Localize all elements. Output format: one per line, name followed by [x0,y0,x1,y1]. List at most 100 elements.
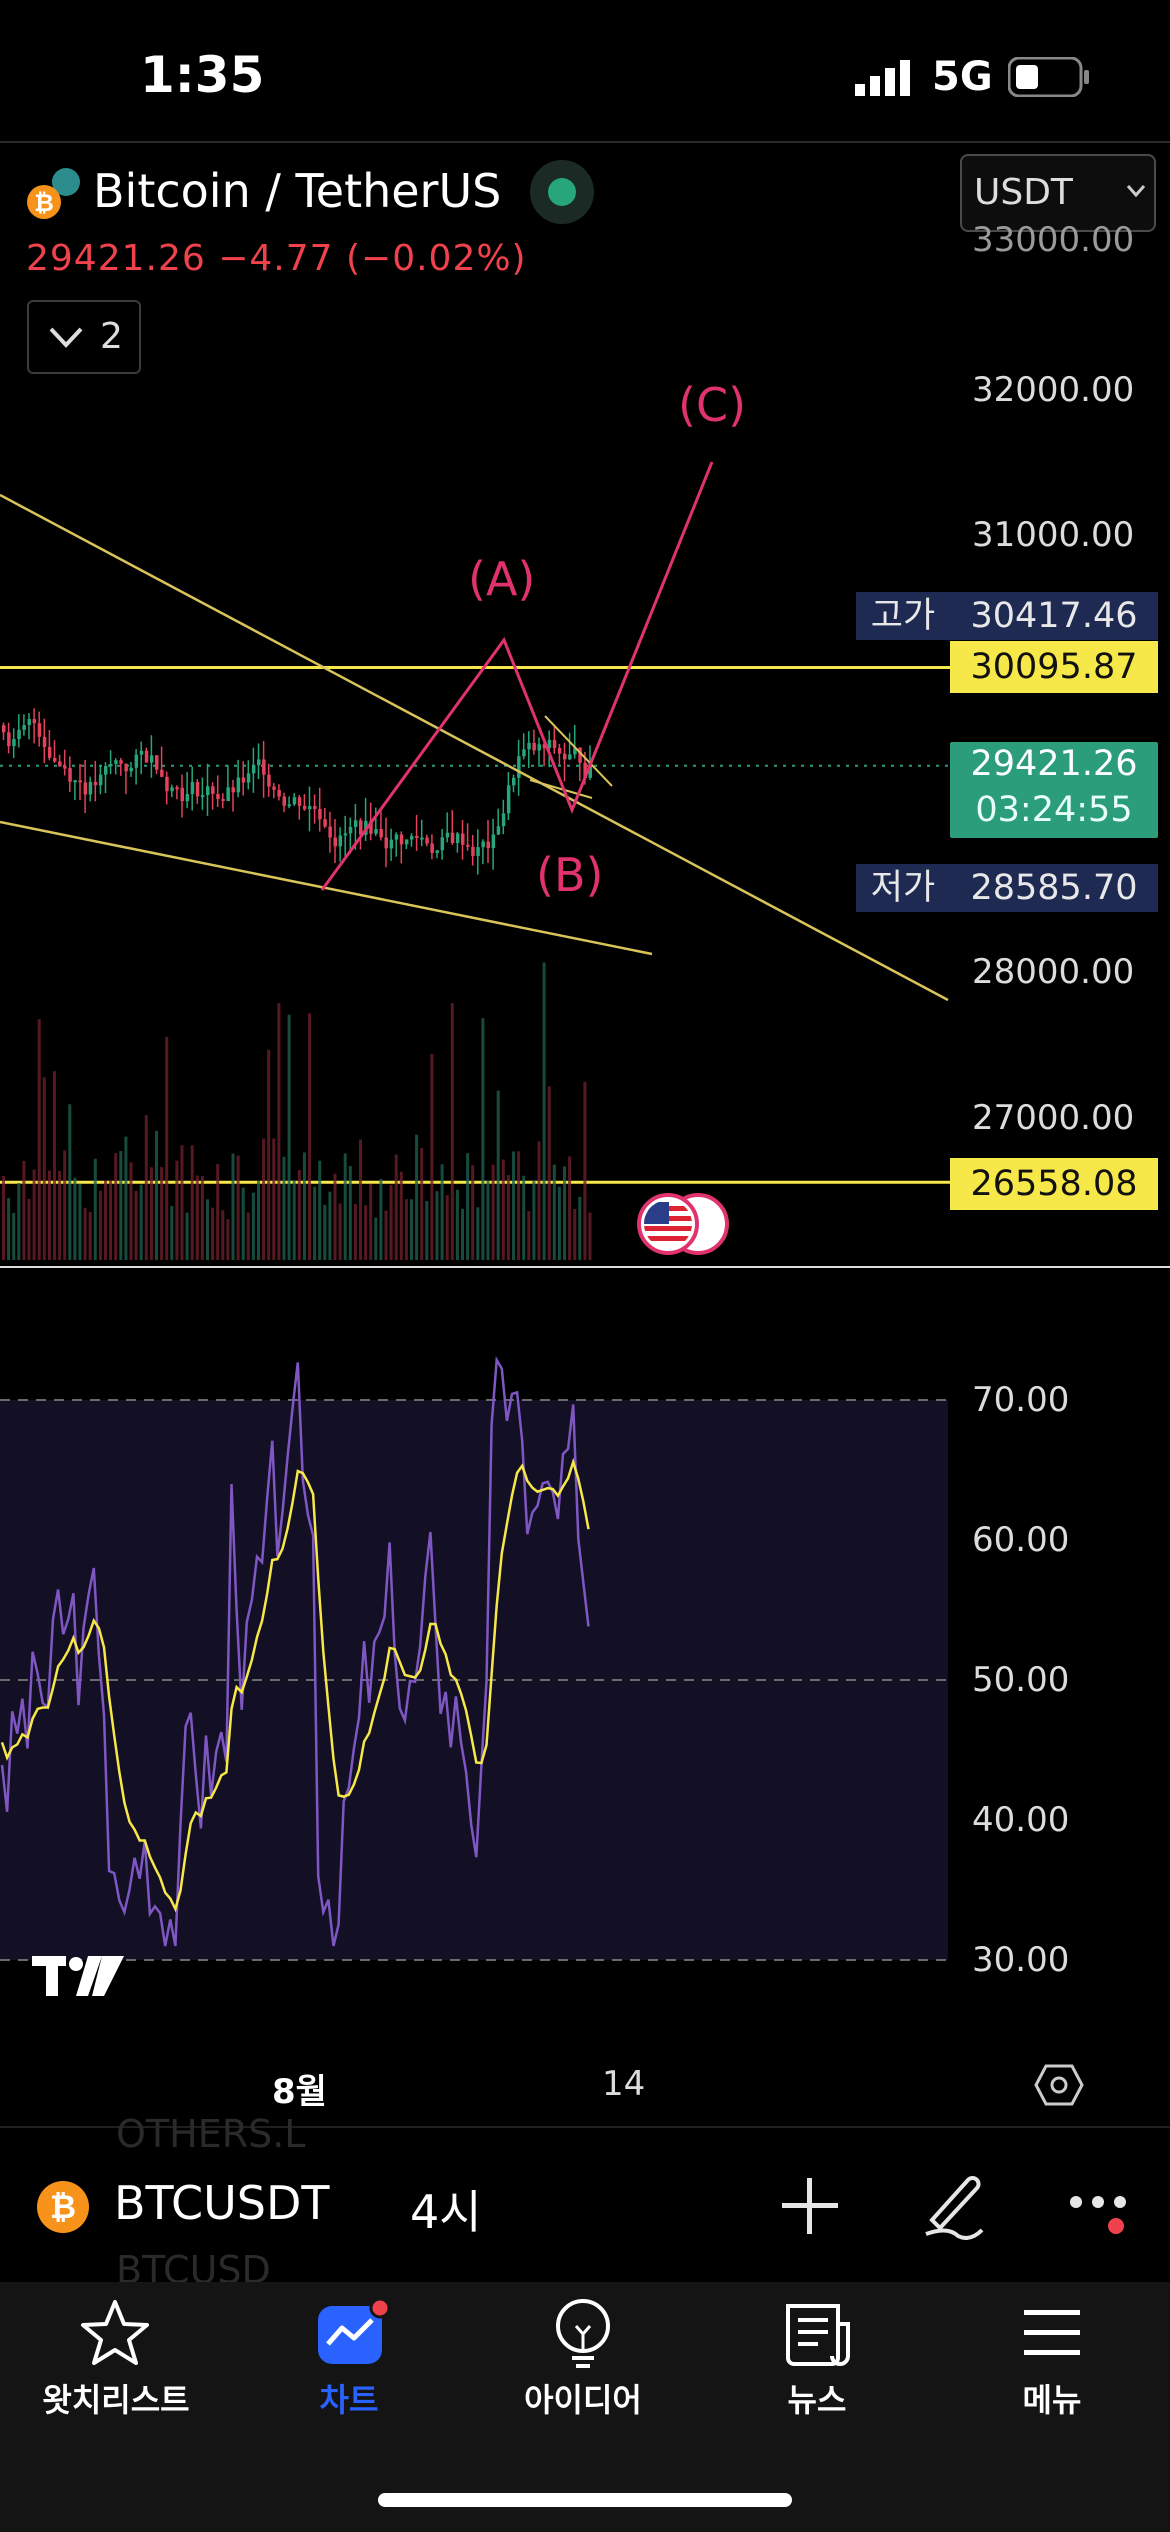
candle-body [129,767,133,772]
news-icon[interactable] [782,2300,854,2368]
tab-news[interactable]: 뉴스 [787,2381,847,2419]
horizontal-level-tag[interactable]: 26558.08 [950,1158,1158,1210]
candle-body [170,787,174,792]
symbol-search-button[interactable]: BTCUSDT [114,2176,330,2230]
candle-body [399,834,404,845]
volume-bar [318,1160,322,1260]
volume-bar [573,1209,577,1260]
candle-body [328,826,332,838]
tab-menu[interactable]: 메뉴 [1022,2381,1082,2419]
volume-bar [588,1212,592,1260]
candle-body [53,757,57,762]
candle-body [552,739,557,748]
horizontal-level-tag[interactable]: 30095.87 [950,641,1158,693]
more-icon[interactable] [1066,2186,1136,2236]
candle-body [109,763,113,767]
tab-chart[interactable]: 차트 [319,2381,379,2419]
candle-body [287,804,292,807]
volume-bar [522,1175,526,1260]
volume-bar [410,1199,413,1260]
candle-body [257,759,261,766]
market-status-icon[interactable] [528,158,596,226]
rsi-axis-label: 60.00 [972,1520,1070,1560]
candle-body [420,837,424,840]
volume-bar [552,1164,556,1260]
candle-body [32,719,37,724]
candle-body [430,843,434,853]
interval-button[interactable]: 4시 [410,2185,482,2239]
volume-bar [37,1019,41,1260]
currency-select[interactable] [960,154,1156,232]
candle-body [149,755,154,763]
status-time: 1:35 [140,46,265,104]
current-price: 29421.26 [970,744,1138,784]
volume-bar [32,1169,36,1260]
volume-bar [42,1077,46,1260]
candle-body [175,787,179,790]
volume-bar [53,1071,56,1260]
volume-bar [491,1164,495,1260]
volume-bar [384,1210,388,1260]
battery-icon [1008,57,1089,97]
pane-separator[interactable] [0,1266,1170,1268]
candle-body [404,839,409,845]
volume-bar [364,1205,368,1260]
candle-body [323,819,327,827]
volume-bar [547,1086,551,1260]
volume-bar [12,1212,16,1260]
tradingview-logo-icon [32,1956,124,1996]
volume-bar [129,1162,133,1260]
rsi-pane[interactable] [0,1340,1170,1980]
volume-bar [83,1207,87,1260]
tab-watchlist[interactable]: 왓치리스트 [42,2381,190,2419]
plus-icon[interactable] [780,2176,840,2236]
trend-line [0,820,653,956]
price-chart[interactable] [0,230,1170,1270]
bar-countdown: 03:24:55 [975,790,1133,830]
volume-bar [563,1166,566,1260]
menu-icon[interactable] [1022,2308,1082,2360]
volume-bar [440,1164,444,1260]
candle-body [241,777,246,783]
volume-bar [221,1210,225,1260]
volume-bar [583,1081,587,1260]
candle-body [134,754,139,768]
candle-body [563,753,567,760]
candle-body [180,787,184,802]
chart-icon[interactable] [316,2298,396,2368]
volume-bar [435,1191,439,1260]
candle-body [512,777,516,786]
chart-settings-icon[interactable] [1034,2062,1084,2108]
volume-bar [359,1139,362,1260]
volume-bar [466,1153,470,1260]
volume-bar [338,1203,342,1260]
candle-body [246,773,251,783]
volume-bar [206,1199,209,1260]
draw-pen-icon[interactable] [918,2168,988,2240]
volume-bar [149,1167,153,1260]
volume-bar [476,1207,480,1260]
candle-body [440,837,445,851]
chevron-down-icon [49,327,83,348]
star-icon[interactable] [80,2298,150,2368]
volume-bar [73,1177,77,1260]
candle-body [37,723,42,737]
lightbulb-icon[interactable] [548,2296,618,2370]
us-event-icon[interactable] [634,1192,734,1256]
candle-body [292,797,297,805]
volume-bar [155,1130,158,1260]
volume-bar [160,1167,164,1260]
tab-ideas[interactable]: 아이디어 [524,2381,642,2419]
candle-body [445,832,450,838]
candle-body [348,826,353,834]
currency-label: USDT [974,172,1073,213]
candle-body [195,782,200,797]
symbol-title[interactable]: Bitcoin / TetherUS [93,164,502,218]
indicator-collapse-button[interactable] [27,300,141,374]
volume-bar [78,1183,82,1260]
elliott-wave-line [320,461,714,891]
volume-bar [216,1163,220,1260]
candle-body [353,820,358,827]
volume-bar [27,1198,31,1260]
volume-bar [420,1147,424,1260]
